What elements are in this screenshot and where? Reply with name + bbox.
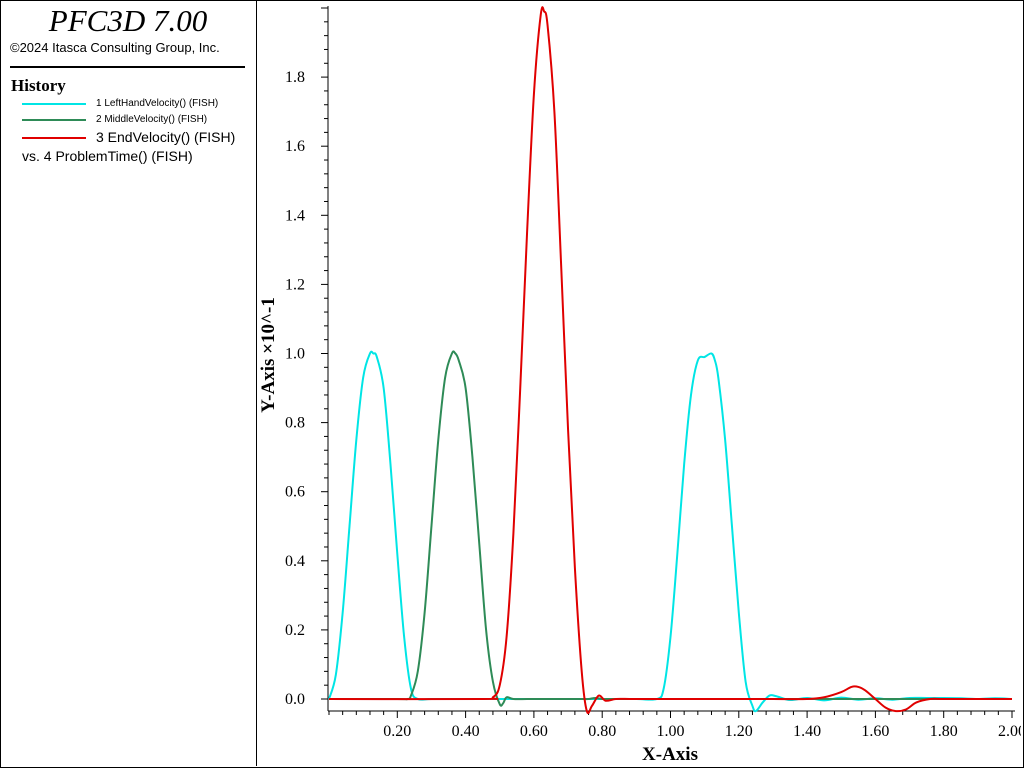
- x-axis-title: X-Axis: [642, 744, 698, 765]
- x-tick-label: 1.40: [793, 723, 821, 740]
- plot-series: [328, 6, 1013, 715]
- x-variable-label: vs. 4 ProblemTime() (FISH): [22, 148, 193, 164]
- axis-labels: X-Axis Y-Axis ×10^-1: [258, 297, 698, 765]
- x-tick-label: 1.60: [861, 723, 889, 740]
- history-heading: History: [11, 76, 66, 95]
- y-tick-label: 1.6: [285, 138, 305, 155]
- y-tick-label: 1.4: [285, 207, 305, 224]
- axis-ticks: 0.0 0.2 0.4 0.6 0.8 1.0 1.2 1.4 1.6 1.8 0.20 0.40 0.…: [285, 7, 1021, 740]
- x-tick-label: 1.20: [725, 723, 753, 740]
- legend-label: 1 LeftHandVelocity() (FISH): [96, 98, 219, 109]
- title-divider: [10, 66, 245, 68]
- y-tick-label: 0.6: [285, 484, 305, 501]
- legend-label: 3 EndVelocity() (FISH): [96, 129, 236, 145]
- y-tick-label: 0.4: [285, 553, 305, 570]
- y-tick-label: 1.8: [285, 69, 305, 86]
- y-tick-label: 0.8: [285, 415, 305, 432]
- copyright-text: ©2024 Itasca Consulting Group, Inc.: [10, 40, 220, 55]
- app-title: PFC3D 7.00: [48, 3, 208, 38]
- x-tick-label: 0.40: [452, 723, 480, 740]
- x-tick-label: 1.80: [930, 723, 958, 740]
- y-axis-title: Y-Axis ×10^-1: [258, 297, 279, 413]
- plot-axes: [327, 6, 1015, 712]
- y-tick-label: 1.0: [285, 346, 305, 363]
- series-middle-velocity: [329, 350, 1012, 707]
- y-tick-label: 1.2: [285, 276, 305, 293]
- legend-label: 2 MiddleVelocity() (FISH): [96, 114, 208, 125]
- x-tick-label: 0.80: [588, 723, 616, 740]
- x-tick-label: 0.20: [383, 723, 411, 740]
- series-end-velocity: [328, 6, 1012, 715]
- sidebar-panel: PFC3D 7.00 ©2024 Itasca Consulting Group…: [0, 0, 257, 766]
- y-tick-label: 0.0: [285, 691, 305, 708]
- x-tick-label: 1.00: [657, 723, 685, 740]
- x-tick-label: 0.60: [520, 723, 548, 740]
- legend-line-swatch: [22, 119, 86, 121]
- legend-line-swatch: [22, 103, 86, 105]
- y-tick-label: 0.2: [285, 622, 305, 639]
- history-plot: 0.0 0.2 0.4 0.6 0.8 1.0 1.2 1.4 1.6 1.8 0.20 0.40 0.…: [258, 6, 1021, 765]
- x-tick-label: 2.00: [998, 723, 1021, 740]
- legend-line-swatch: [22, 137, 86, 139]
